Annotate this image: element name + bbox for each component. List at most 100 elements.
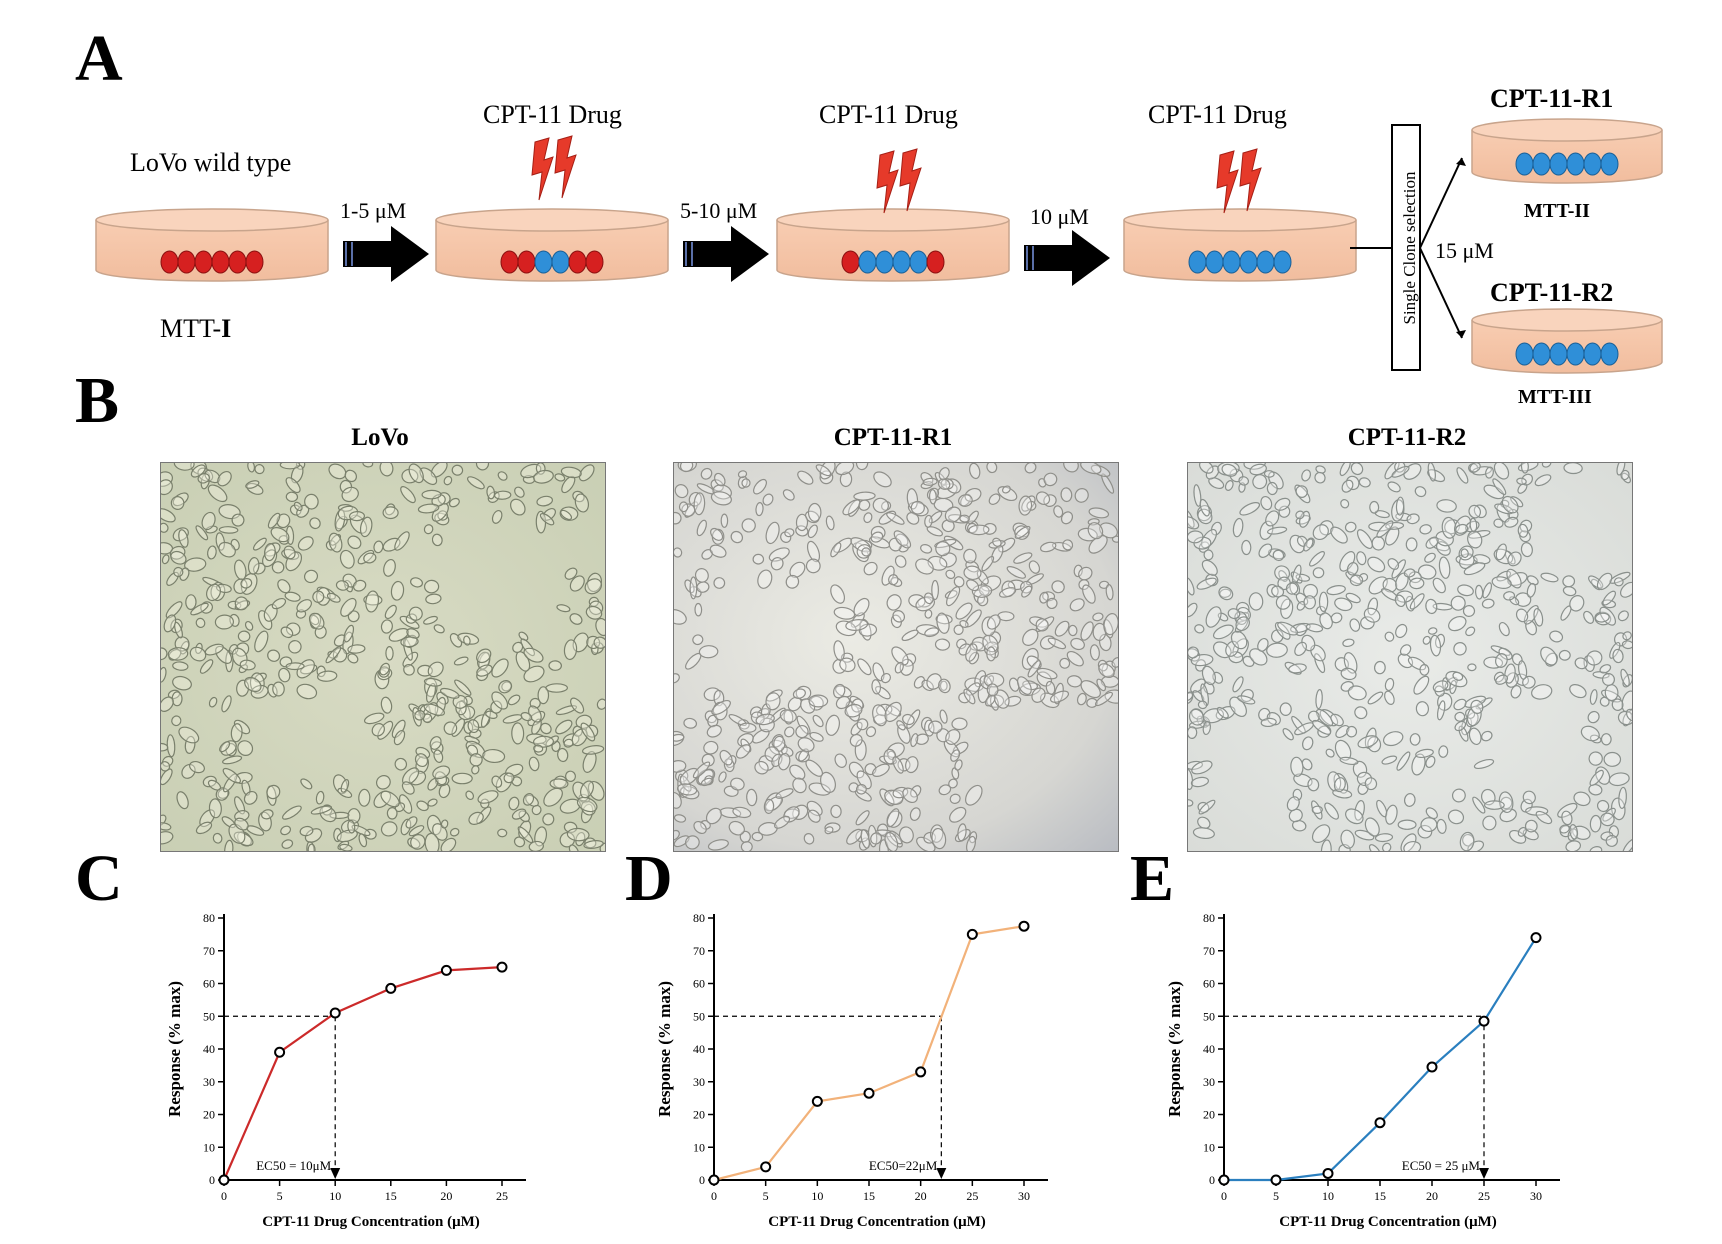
data-point <box>863 1087 875 1099</box>
cell-shape <box>1340 667 1357 681</box>
cell-shape <box>1447 809 1465 825</box>
cell-shape <box>347 653 359 664</box>
cell-shape <box>1277 621 1299 636</box>
cell-shape <box>1501 495 1519 514</box>
blue-cell <box>1566 342 1585 366</box>
cell-shape <box>282 805 302 820</box>
cell-shape <box>853 597 870 617</box>
cell-shape <box>402 638 413 661</box>
cell-shape <box>1369 500 1380 514</box>
cell-shape <box>490 700 503 714</box>
cell-shape <box>564 770 577 782</box>
cell-shape <box>1427 463 1436 482</box>
cell-shape <box>1380 588 1399 601</box>
panel-letter-b: B <box>75 364 120 437</box>
lightning-bolt-icon <box>1239 148 1262 212</box>
cell-shape <box>1346 562 1359 576</box>
cell-shape <box>1342 638 1355 648</box>
cell-shape <box>1006 566 1026 579</box>
cell-shape <box>1334 597 1353 612</box>
blue-cell <box>1566 152 1585 176</box>
cell-shape <box>1086 697 1098 708</box>
cell-shape <box>1454 711 1466 722</box>
chart-d: 0 10 20 30 40 50 60 70 80 0 5 10 15 20 25 30 CPT-11 Drug… <box>655 911 1048 1230</box>
cell-shape <box>1295 510 1305 520</box>
cell-shape <box>1580 725 1600 742</box>
cell-shape <box>430 463 448 478</box>
cell-shape <box>1562 575 1576 588</box>
red-cell <box>926 250 945 274</box>
cell-shape <box>1349 574 1364 587</box>
cell-shape <box>234 817 249 831</box>
cell-shape <box>465 790 475 801</box>
cell-shape <box>1230 630 1248 650</box>
cell-shape <box>1569 684 1587 699</box>
cell-shape <box>1360 616 1375 630</box>
cell-shape <box>1395 496 1405 516</box>
cell-shape <box>491 658 509 678</box>
red-cell <box>517 250 536 274</box>
cell-shape <box>835 685 852 698</box>
cell-shape <box>319 805 337 823</box>
cell-shape <box>1210 521 1222 536</box>
cell-shape <box>1347 685 1367 701</box>
cell-shape <box>1285 582 1299 595</box>
cell-shape <box>449 827 460 837</box>
cell-shape <box>806 800 823 817</box>
cell-shape <box>871 679 882 695</box>
cell-shape <box>1403 841 1422 851</box>
cell-shape <box>1311 800 1323 820</box>
cell-shape <box>394 757 408 771</box>
cell-shape <box>713 472 726 487</box>
y-tick-label: 70 <box>693 944 705 958</box>
cell-shape <box>1413 675 1430 695</box>
cell-shape <box>976 570 989 585</box>
dish-step1 <box>435 208 669 282</box>
cell-shape <box>270 526 290 543</box>
cell-shape <box>757 569 773 589</box>
cell-shape <box>405 816 418 829</box>
cell-shape <box>339 479 353 494</box>
cell-shape <box>857 658 872 676</box>
cell-shape <box>965 643 978 662</box>
cell-shape <box>1460 548 1469 558</box>
cell-shape <box>451 464 464 476</box>
cell-shape <box>916 836 936 851</box>
cell-shape <box>1384 677 1395 692</box>
cell-shape <box>1335 724 1350 739</box>
cell-shape <box>202 775 217 788</box>
cell-shape <box>674 609 687 625</box>
cell-shape <box>1039 591 1049 604</box>
cell-shape <box>1583 610 1595 624</box>
cell-shape <box>466 476 485 490</box>
cell-shape <box>536 495 554 507</box>
cell-shape <box>701 549 714 560</box>
cell-shape <box>184 557 207 572</box>
cell-shape <box>1405 595 1416 612</box>
cell-shape <box>1524 819 1538 833</box>
cell-shape <box>403 663 415 676</box>
cell-shape <box>207 545 217 560</box>
cell-shape <box>797 737 815 753</box>
cell-shape <box>1326 585 1346 596</box>
cell-shape <box>1082 584 1096 604</box>
drug-label-1: CPT-11 Drug <box>483 100 622 129</box>
cell-shape <box>1594 612 1610 623</box>
y-axis-label: Response (% max) <box>655 981 674 1117</box>
cell-shape <box>894 661 904 674</box>
cell-shape <box>207 779 222 791</box>
cell-shape <box>1482 582 1493 599</box>
cell-shape <box>359 516 373 538</box>
cell-shape <box>1303 595 1316 610</box>
cell-shape <box>963 548 977 564</box>
cell-shape <box>851 698 864 713</box>
cell-shape <box>945 729 961 745</box>
cell-shape <box>540 722 552 735</box>
cell-shape <box>514 486 525 498</box>
cell-shape <box>728 820 745 836</box>
cell-shape <box>964 487 982 503</box>
cell-shape <box>1602 590 1617 606</box>
cell-shape <box>1357 735 1379 749</box>
cell-shape <box>545 735 559 747</box>
cell-shape <box>365 590 380 613</box>
